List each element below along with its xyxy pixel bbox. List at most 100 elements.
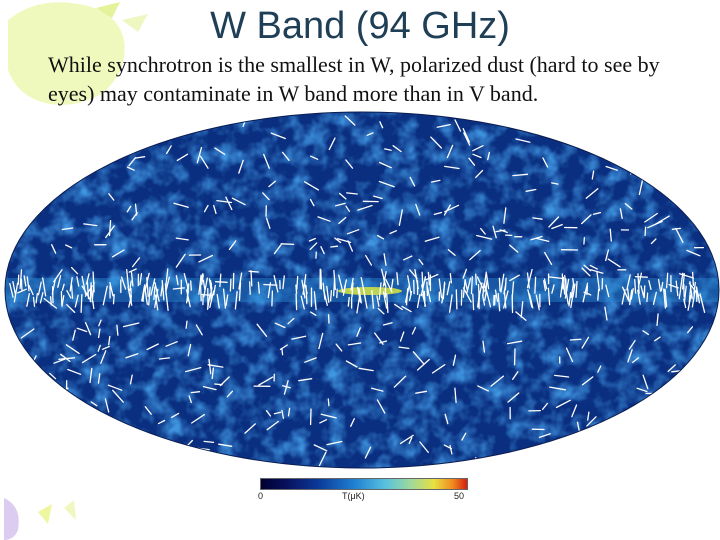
polarization-vector <box>185 320 188 329</box>
polarization-vector <box>28 284 34 296</box>
polarization-vector <box>424 273 439 281</box>
polarization-vector <box>308 237 316 242</box>
polarization-vector <box>249 281 251 295</box>
polarization-vector <box>142 286 145 303</box>
polarization-vector <box>398 346 410 350</box>
polarization-vector <box>686 432 691 449</box>
polarization-vector <box>503 207 507 224</box>
polarization-vector <box>483 271 487 288</box>
polarization-vector <box>19 269 23 290</box>
polarization-vector <box>581 267 591 277</box>
polarization-vector <box>689 192 701 200</box>
polarization-vector <box>219 273 222 288</box>
polarization-vector <box>363 291 368 309</box>
polarization-vector <box>347 296 350 307</box>
polarization-vector <box>300 295 305 310</box>
polarization-vector <box>66 304 76 314</box>
polarization-vector <box>586 444 594 449</box>
polarization-vector <box>302 273 307 296</box>
top-left-blob <box>8 2 125 105</box>
polarization-vector <box>555 399 571 409</box>
polarization-vector <box>438 278 443 299</box>
polarization-vector <box>392 145 402 153</box>
polarization-vector <box>472 153 482 159</box>
polarization-vector <box>682 273 685 290</box>
polarization-vector <box>542 157 549 168</box>
polarization-vector <box>498 277 501 292</box>
polarization-vector <box>543 278 548 290</box>
polarization-vector <box>58 357 76 360</box>
polarization-vector <box>304 357 317 363</box>
polarization-vector <box>677 423 683 434</box>
polarization-vector <box>426 281 429 297</box>
polarization-vector <box>383 253 387 266</box>
polarization-vector <box>195 324 203 336</box>
polarization-vector <box>371 387 384 392</box>
polarization-vector <box>208 358 212 375</box>
polarization-vector <box>644 212 658 223</box>
polarization-vector <box>268 180 276 188</box>
polarization-vector <box>165 292 169 312</box>
polarization-vector <box>209 290 215 309</box>
polarization-vector <box>61 294 65 307</box>
polarization-vector <box>512 173 529 177</box>
polarization-vector <box>209 279 213 290</box>
polarization-vector <box>592 211 602 215</box>
polarization-vector <box>525 188 537 192</box>
polarization-vector <box>310 155 319 160</box>
polarization-vector <box>190 280 192 291</box>
polarization-vector <box>263 153 270 169</box>
polarization-vector <box>335 343 343 352</box>
polarization-vector <box>597 134 604 144</box>
polarization-vector <box>520 301 524 318</box>
sky-map-pixels <box>5 112 719 468</box>
polarization-vector <box>676 437 683 451</box>
top-left-swoosh-2 <box>122 14 148 32</box>
polarization-vector <box>538 123 555 126</box>
polarization-vector <box>338 274 344 293</box>
polarization-vector <box>287 317 295 325</box>
polarization-vector <box>5 140 20 143</box>
polarization-vector <box>81 353 97 364</box>
polarization-vector <box>609 228 612 242</box>
polarization-vector <box>657 279 662 292</box>
polarization-vector <box>572 277 575 288</box>
polarization-vector <box>281 151 290 161</box>
polarization-vector <box>494 289 499 302</box>
polarization-vector <box>492 225 497 239</box>
polarization-vector <box>49 116 53 126</box>
polarization-vector <box>126 166 135 171</box>
polarization-vector <box>69 277 73 292</box>
polarization-vector <box>318 332 324 350</box>
polarization-vector <box>248 270 259 273</box>
polarization-vector <box>130 271 134 287</box>
polarization-vector <box>305 284 308 305</box>
polarization-vector <box>436 123 451 128</box>
polarization-vector <box>452 354 457 366</box>
polarization-vector <box>187 343 192 357</box>
polarization-vector <box>541 402 548 411</box>
polarization-vector <box>203 204 209 213</box>
polarization-vector <box>109 281 114 297</box>
polarization-vector <box>70 404 78 415</box>
polarization-vector <box>444 204 460 213</box>
polarization-vector <box>569 338 582 341</box>
polarization-vector <box>364 446 372 459</box>
polarization-vector <box>373 195 383 200</box>
polarization-vector <box>632 357 640 364</box>
polarization-vector <box>99 153 110 157</box>
polarization-vector <box>309 311 317 316</box>
polarization-vector <box>462 128 471 143</box>
polarization-vector <box>571 404 578 418</box>
polarization-vector <box>97 344 101 352</box>
polarization-vector <box>554 374 570 378</box>
polarization-vector <box>382 291 388 309</box>
polarization-vector <box>548 216 560 228</box>
polarization-vector <box>92 300 95 310</box>
polarization-vector <box>80 154 83 169</box>
polarization-vector <box>630 288 634 300</box>
polarization-vector <box>262 192 270 201</box>
polarization-vector <box>170 412 180 419</box>
polarization-vector <box>70 266 79 275</box>
